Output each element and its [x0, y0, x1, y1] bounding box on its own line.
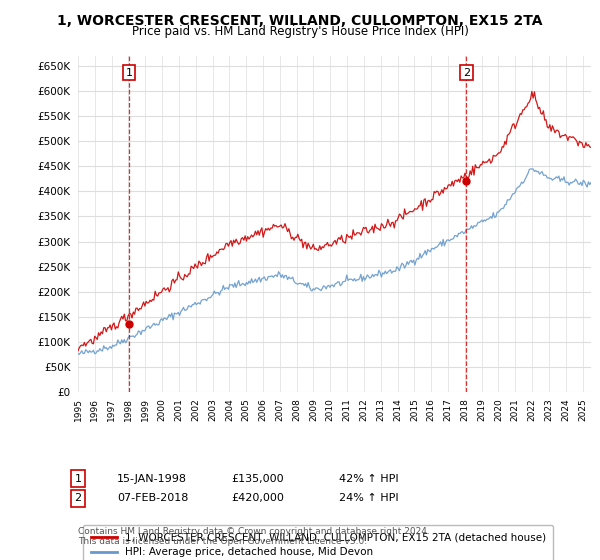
- Text: 07-FEB-2018: 07-FEB-2018: [117, 493, 188, 503]
- Text: 1: 1: [74, 474, 82, 484]
- Text: 2: 2: [463, 68, 470, 77]
- Text: 1, WORCESTER CRESCENT, WILLAND, CULLOMPTON, EX15 2TA: 1, WORCESTER CRESCENT, WILLAND, CULLOMPT…: [57, 14, 543, 28]
- Text: £420,000: £420,000: [231, 493, 284, 503]
- Text: 24% ↑ HPI: 24% ↑ HPI: [339, 493, 398, 503]
- Text: Price paid vs. HM Land Registry's House Price Index (HPI): Price paid vs. HM Land Registry's House …: [131, 25, 469, 38]
- Text: 15-JAN-1998: 15-JAN-1998: [117, 474, 187, 484]
- Text: 1: 1: [125, 68, 133, 77]
- Text: £135,000: £135,000: [231, 474, 284, 484]
- Text: Contains HM Land Registry data © Crown copyright and database right 2024.
This d: Contains HM Land Registry data © Crown c…: [78, 526, 430, 546]
- Text: 2: 2: [74, 493, 82, 503]
- Legend: 1, WORCESTER CRESCENT, WILLAND, CULLOMPTON, EX15 2TA (detached house), HPI: Aver: 1, WORCESTER CRESCENT, WILLAND, CULLOMPT…: [83, 525, 553, 560]
- Text: 42% ↑ HPI: 42% ↑ HPI: [339, 474, 398, 484]
